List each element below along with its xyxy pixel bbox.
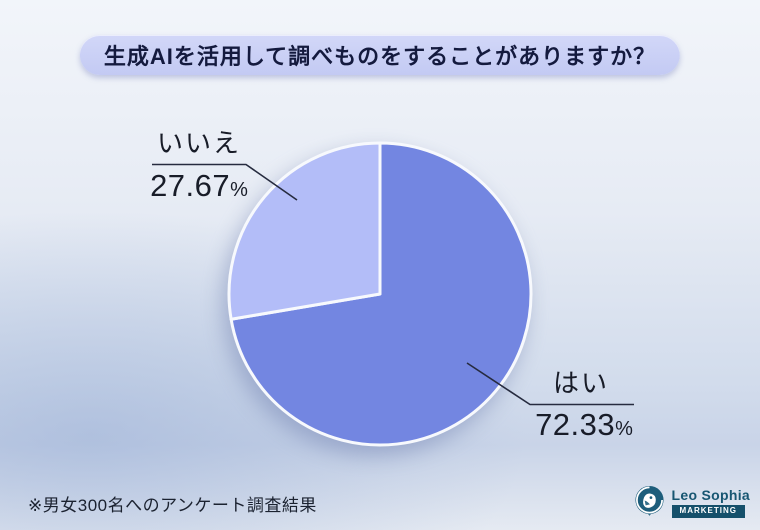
- leader-line-no: [152, 163, 298, 201]
- footnote: ※男女300名へのアンケート調査結果: [28, 496, 317, 515]
- callout-yes: はい: [527, 368, 635, 399]
- callout-yes-value: 72.33%: [535, 407, 633, 442]
- brand-name: Leo Sophia: [671, 486, 750, 503]
- chart-title: 生成AIを活用して調べものをすることがありますか？: [79, 35, 681, 75]
- callout-no: いいえ: [144, 128, 254, 159]
- pie-slice-no: [227, 141, 382, 321]
- brand-logo: Leo Sophia MARKETING: [634, 485, 750, 521]
- callout-yes-label: はい: [552, 368, 609, 398]
- callout-no-value: 27.67%: [150, 168, 248, 203]
- leader-line-yes: [466, 362, 634, 406]
- lion-icon: [634, 485, 665, 521]
- callout-no-label: いいえ: [156, 128, 241, 158]
- brand-tagline: MARKETING: [671, 505, 745, 519]
